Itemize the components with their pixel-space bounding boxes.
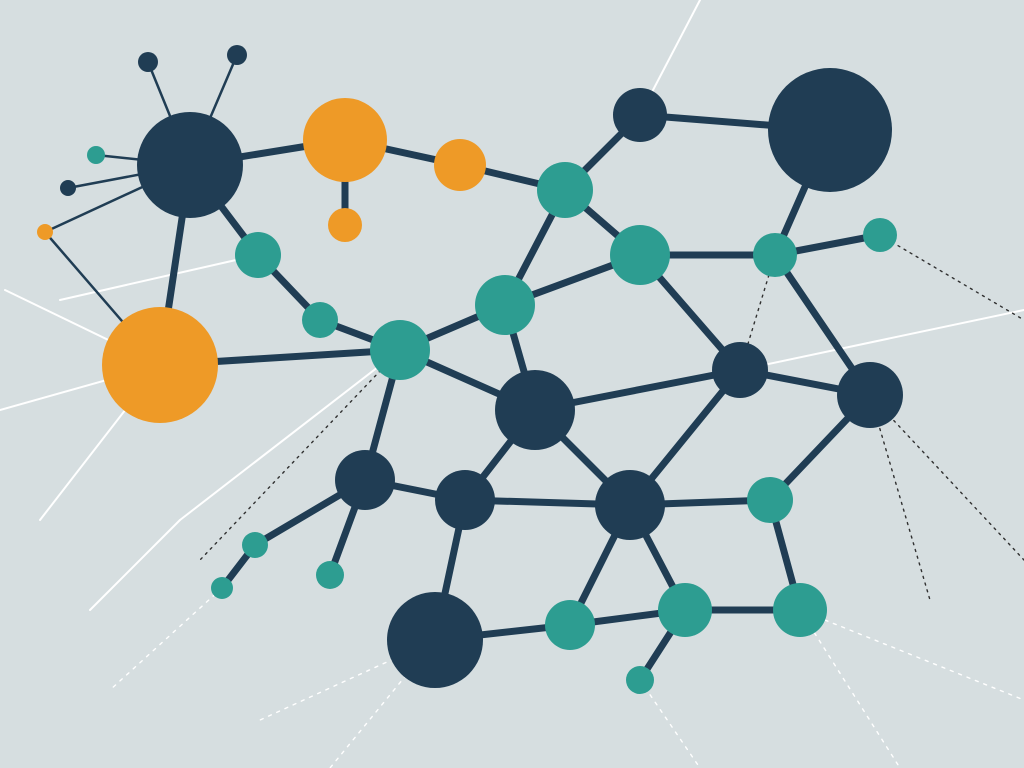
node <box>87 146 105 164</box>
node <box>626 666 654 694</box>
node <box>545 600 595 650</box>
node <box>863 218 897 252</box>
node <box>303 98 387 182</box>
node <box>610 225 670 285</box>
node <box>712 342 768 398</box>
node <box>328 208 362 242</box>
node <box>302 302 338 338</box>
node <box>475 275 535 335</box>
node <box>768 68 892 192</box>
node <box>613 88 667 142</box>
node <box>137 112 243 218</box>
node <box>837 362 903 428</box>
node <box>495 370 575 450</box>
node <box>595 470 665 540</box>
node <box>37 224 53 240</box>
node <box>658 583 712 637</box>
node <box>435 470 495 530</box>
node <box>335 450 395 510</box>
node <box>102 307 218 423</box>
node <box>235 232 281 278</box>
network-diagram <box>0 0 1024 768</box>
node <box>316 561 344 589</box>
node <box>242 532 268 558</box>
node <box>537 162 593 218</box>
node <box>60 180 76 196</box>
node <box>747 477 793 523</box>
node <box>773 583 827 637</box>
node <box>434 139 486 191</box>
node <box>753 233 797 277</box>
node <box>387 592 483 688</box>
node <box>211 577 233 599</box>
node <box>370 320 430 380</box>
node <box>227 45 247 65</box>
node <box>138 52 158 72</box>
